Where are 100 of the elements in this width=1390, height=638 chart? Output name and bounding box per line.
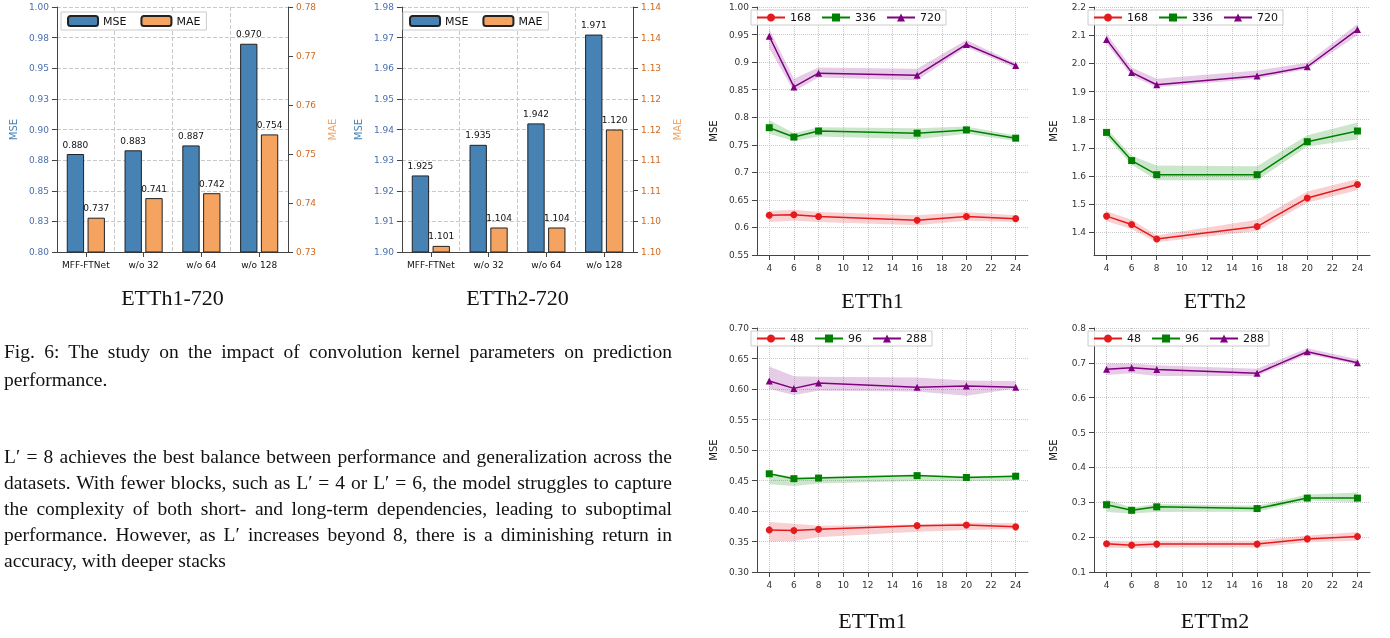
point: [962, 473, 970, 481]
y-tick-label: 0.88: [28, 155, 50, 166]
point: [962, 126, 970, 134]
y2-tick-label: 1.10: [641, 247, 662, 257]
x-tick-label: 10: [1176, 262, 1188, 273]
y2-tick-label: 1.11: [641, 155, 662, 166]
point: [1153, 235, 1161, 243]
point: [962, 212, 970, 220]
y-tick-label: 0.5: [1071, 427, 1086, 438]
x-tick-label: 12: [1201, 579, 1213, 590]
point: [1012, 383, 1020, 391]
y2-tick-label: 1.12: [641, 124, 662, 135]
y-tick-label: 0.98: [28, 32, 50, 43]
y-axis-title: MSE: [7, 118, 19, 141]
y-tick-label: 0.60: [728, 384, 750, 394]
y-tick-label: 1.7: [1071, 142, 1086, 153]
point: [913, 522, 921, 530]
y-tick-label: 1.8: [1071, 114, 1087, 125]
point: [815, 525, 823, 533]
y-tick-label: 0.75: [728, 139, 749, 150]
x-tick-label: 6: [791, 579, 798, 590]
point: [765, 32, 773, 40]
point: [913, 129, 921, 137]
x-tick-label: w/o 32: [128, 259, 159, 270]
x-tick-label: 10: [837, 579, 850, 590]
legend-label: 288: [1242, 332, 1264, 345]
data-label: 0.970: [235, 29, 262, 40]
y-tick-label: 0.95: [28, 63, 49, 74]
legend-label: MAE: [176, 14, 201, 28]
legend-label: 288: [905, 332, 927, 345]
x-tick-label: 24: [1009, 262, 1022, 273]
legend-label: 336: [1192, 11, 1213, 24]
y-tick-label: 0.50: [728, 445, 750, 455]
text: ETTm2: [1180, 607, 1250, 633]
y-tick-label: 0.90: [28, 124, 50, 135]
x-tick-label: 12: [862, 579, 874, 590]
x-tick-label: 8: [815, 262, 822, 273]
x-tick-label: MFF-FTNet: [406, 259, 456, 270]
point: [790, 527, 798, 535]
point: [1128, 157, 1136, 165]
point: [815, 212, 823, 220]
legend-label: 336: [855, 11, 876, 24]
x-tick-label: 18: [936, 579, 948, 590]
legend-label: 96: [848, 332, 862, 345]
y-axis-title: MSE: [1047, 439, 1059, 461]
point: [1012, 61, 1020, 69]
y-tick-label: 0.7: [1071, 357, 1086, 368]
y2-tick-label: 0.74: [296, 198, 317, 208]
y-tick-label: 0.6: [1071, 392, 1087, 403]
y-tick-label: 1.00: [728, 2, 750, 12]
point: [1353, 127, 1361, 135]
x-tick-label: 24: [1351, 579, 1364, 590]
x-tick-label: 22: [1326, 579, 1339, 590]
x-tick-label: 24: [1351, 262, 1364, 273]
y-tick-label: 1.5: [1071, 199, 1086, 210]
text: ETTh2-720: [466, 284, 569, 310]
text: ETTm1: [838, 607, 907, 633]
x-tick-label: 20: [960, 579, 973, 590]
x-tick-label: 10: [1176, 579, 1188, 590]
point: [1303, 494, 1311, 502]
y-tick-label: 0.6: [734, 222, 750, 233]
x-tick-label: 16: [1251, 262, 1264, 273]
x-tick-label: 18: [936, 262, 948, 273]
y2-tick-label: 0.78: [296, 2, 317, 12]
data-label: 0.737: [83, 203, 110, 214]
y2-tick-label: 1.13: [641, 63, 662, 74]
data-label: 0.741: [141, 183, 167, 194]
y-tick-label: 1.00: [28, 2, 50, 12]
point: [1253, 505, 1261, 513]
x-tick-label: 20: [1301, 579, 1314, 590]
x-tick-label: 22: [1326, 262, 1339, 273]
y-tick-label: 0.7: [734, 167, 749, 178]
y-tick-label: 1.90: [373, 247, 395, 257]
legend-label: 96: [1185, 332, 1199, 345]
x-tick-label: 12: [1201, 262, 1213, 273]
x-tick-label: 14: [886, 579, 899, 590]
y-tick-label: 2.1: [1071, 30, 1086, 41]
point: [1103, 501, 1111, 509]
x-tick-label: 6: [791, 262, 798, 273]
y-tick-label: 1.95: [373, 93, 394, 104]
point: [1253, 223, 1261, 231]
x-tick-label: w/o 32: [473, 259, 504, 270]
point: [790, 475, 798, 483]
y-tick-label: 0.83: [28, 216, 49, 227]
y2-tick-label: 1.12: [641, 93, 662, 104]
y2-axis-title: MAE: [326, 118, 338, 141]
caption: Fig. 6: The study on the impact of convolution kernel parameters on prediction performance.: [4, 340, 672, 392]
y-tick-label: 0.30: [728, 567, 750, 577]
x-tick-label: 14: [1226, 262, 1238, 273]
y-tick-label: 2.2: [1071, 2, 1086, 12]
point: [815, 127, 823, 135]
x-tick-label: 8: [1153, 579, 1160, 590]
y-tick-label: 1.6: [1071, 171, 1087, 182]
y-tick-label: 0.85: [728, 84, 749, 95]
x-tick-label: 24: [1009, 579, 1022, 590]
data-label: 1.101: [428, 231, 455, 242]
point: [790, 211, 798, 219]
point: [1128, 221, 1136, 229]
y-tick-label: 0.3: [1071, 497, 1086, 508]
point: [913, 472, 921, 480]
